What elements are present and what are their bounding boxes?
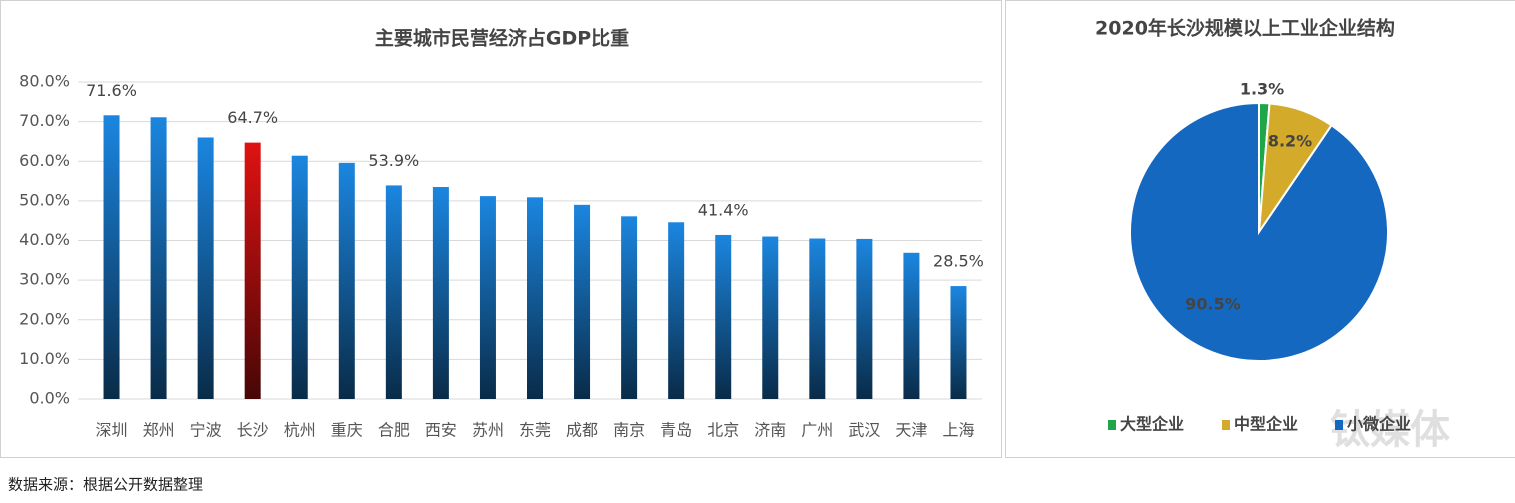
data-label: 8.2% xyxy=(1268,132,1312,151)
data-label: 28.5% xyxy=(933,252,984,271)
bar xyxy=(433,187,449,399)
x-tick-label: 东莞 xyxy=(519,421,551,440)
bar xyxy=(621,216,637,399)
data-label: 64.7% xyxy=(227,108,278,127)
source-note: 数据来源：根据公开数据整理 xyxy=(8,476,203,494)
bar xyxy=(104,115,120,399)
legend-label: 大型企业 xyxy=(1120,415,1184,434)
x-tick-label: 济南 xyxy=(754,421,786,440)
chart-title: 2020年长沙规模以上工业企业结构 xyxy=(1095,17,1395,40)
bar xyxy=(292,156,308,399)
x-tick-label: 深圳 xyxy=(96,421,128,440)
x-tick-label: 上海 xyxy=(942,421,974,440)
x-tick-label: 武汉 xyxy=(848,421,880,440)
y-tick-label: 70.0% xyxy=(19,111,70,130)
x-tick-label: 西安 xyxy=(425,421,457,440)
legend-label: 中型企业 xyxy=(1234,415,1298,434)
bar xyxy=(245,143,261,399)
y-tick-label: 10.0% xyxy=(19,349,70,368)
y-tick-label: 30.0% xyxy=(19,270,70,289)
bar xyxy=(715,235,731,399)
data-label: 71.6% xyxy=(86,81,137,100)
data-label: 90.5% xyxy=(1185,295,1241,314)
x-tick-label: 青岛 xyxy=(660,421,692,440)
legend-swatch xyxy=(1108,420,1116,430)
chart-title: 主要城市民营经济占GDP比重 xyxy=(375,27,629,50)
x-tick-label: 重庆 xyxy=(331,421,363,440)
bar xyxy=(151,117,167,399)
y-tick-label: 50.0% xyxy=(19,190,70,209)
x-tick-label: 长沙 xyxy=(237,421,269,440)
y-tick-label: 60.0% xyxy=(19,151,70,170)
bar xyxy=(527,197,543,399)
bar xyxy=(809,239,825,399)
x-tick-label: 宁波 xyxy=(190,421,222,440)
y-tick-label: 20.0% xyxy=(19,309,70,328)
legend-swatch xyxy=(1335,420,1343,430)
bar xyxy=(903,253,919,399)
data-label: 41.4% xyxy=(698,200,749,219)
x-tick-label: 苏州 xyxy=(472,421,504,440)
x-tick-label: 郑州 xyxy=(143,421,175,440)
data-label: 1.3% xyxy=(1240,80,1284,99)
bar xyxy=(856,239,872,399)
data-label: 53.9% xyxy=(368,151,419,170)
bar xyxy=(480,196,496,399)
bar xyxy=(762,237,778,399)
y-tick-label: 80.0% xyxy=(19,72,70,91)
x-tick-label: 杭州 xyxy=(284,421,316,440)
bar xyxy=(198,137,214,399)
bar xyxy=(668,222,684,399)
legend-swatch xyxy=(1222,420,1230,430)
x-tick-label: 合肥 xyxy=(378,421,410,440)
x-tick-label: 天津 xyxy=(895,421,927,440)
pie-slice xyxy=(1130,103,1388,361)
x-tick-label: 北京 xyxy=(707,421,739,440)
bar xyxy=(339,163,355,399)
y-tick-label: 40.0% xyxy=(19,230,70,249)
x-tick-label: 成都 xyxy=(566,421,598,440)
legend-label: 小微企业 xyxy=(1347,415,1411,434)
bar xyxy=(950,286,966,399)
x-tick-label: 广州 xyxy=(801,421,833,440)
bar xyxy=(574,205,590,399)
bar xyxy=(386,185,402,399)
x-tick-label: 南京 xyxy=(613,421,645,440)
y-tick-label: 0.0% xyxy=(29,389,70,408)
